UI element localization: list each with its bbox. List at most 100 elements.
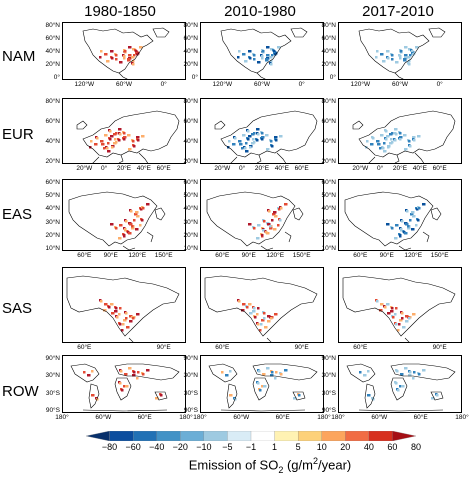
emission-cell [397, 389, 400, 392]
emission-cell [266, 367, 270, 370]
emission-cell [257, 323, 260, 326]
lat-tick-label: 30°S [45, 389, 60, 397]
emission-cell [266, 232, 270, 235]
emission-cell [391, 58, 394, 61]
lon-tick-label: 0° [298, 81, 305, 88]
coastline [368, 152, 425, 163]
emission-cell [271, 371, 274, 374]
emission-cell [221, 371, 224, 374]
coastline [428, 27, 446, 38]
map-panel-sas-2 [200, 267, 324, 343]
emission-cell [395, 133, 398, 136]
emission-cell [379, 309, 383, 312]
lon-tick-label: 60°E [215, 252, 230, 259]
emission-cell [110, 303, 114, 306]
emission-cell [380, 134, 384, 137]
emission-cell [280, 373, 283, 376]
colorbar-segment [392, 431, 416, 441]
emission-cell [259, 389, 262, 392]
emission-cell [139, 224, 142, 227]
emission-cell [270, 317, 273, 320]
emission-cell [399, 132, 402, 135]
map-panel-eas-1 [62, 179, 186, 251]
emission-cell [261, 385, 265, 388]
emission-cell [115, 307, 118, 310]
emission-cell [146, 203, 150, 206]
emission-cell [241, 147, 244, 150]
colorbar-tick: −60 [125, 442, 141, 452]
emission-cell [265, 134, 269, 137]
emission-cell [234, 398, 237, 401]
lat-tick-label: 10°N [183, 245, 198, 252]
emission-cell [261, 132, 264, 135]
emission-cell [94, 143, 98, 146]
coastline [154, 207, 166, 221]
coastline [430, 207, 442, 221]
coastline [398, 245, 412, 250]
emission-cell [407, 225, 410, 228]
emission-cell [133, 54, 136, 57]
colorbar-tick: 1 [272, 442, 278, 452]
emission-cell [411, 211, 415, 214]
map-panel-eas-2 [200, 179, 324, 251]
emission-cell [273, 228, 277, 231]
coastline [422, 231, 430, 243]
emission-cell [229, 370, 232, 373]
lon-tick-label: 90°E [156, 344, 171, 351]
emission-cell [119, 323, 122, 326]
emission-cell [123, 138, 126, 141]
lon-tick-label: 120°E [266, 252, 285, 259]
coastline [260, 245, 274, 250]
emission-cell [119, 133, 122, 136]
lat-tick-label: 10°N [45, 245, 60, 252]
colorbar-segment [86, 431, 110, 441]
colorbar-segment [227, 431, 252, 441]
emission-cell [261, 138, 264, 141]
lat-tick-label: 90°S [45, 407, 60, 414]
lat-tick-label: 60°N [45, 179, 60, 186]
lat-tick-label: 80°N [45, 22, 60, 29]
coastline [220, 28, 292, 74]
coastline [82, 409, 168, 412]
coastline [342, 275, 456, 337]
lon-tick-label: 40°E [274, 165, 289, 172]
emission-cell [394, 128, 398, 131]
emission-cell [118, 139, 121, 142]
emission-cell [389, 133, 393, 136]
emission-cell [91, 370, 94, 373]
coastline [344, 191, 434, 247]
emission-cell [96, 137, 99, 140]
lon-tick-label: 150°E [292, 252, 311, 259]
coastline [364, 383, 376, 409]
emission-cell [124, 373, 128, 376]
colorbar [86, 431, 416, 441]
emission-cell [279, 135, 283, 138]
emission-cell [263, 385, 267, 388]
emission-cell [390, 138, 393, 141]
lat-tick-label: 30°N [183, 218, 198, 226]
emission-cell [391, 54, 394, 57]
emission-cell [412, 215, 416, 218]
emission-cell [128, 54, 132, 57]
row-label-eas: EAS [2, 206, 33, 223]
lon-tick-label: 40°E [136, 165, 151, 172]
map-svg [220, 27, 308, 79]
emission-cell [129, 315, 133, 318]
row-label-eur: EUR [2, 126, 34, 143]
emission-cell [386, 135, 390, 138]
emission-cell [401, 317, 404, 320]
emission-cell [90, 140, 93, 143]
emission-cell [382, 60, 386, 63]
emission-cell [132, 63, 135, 66]
emission-cell [399, 138, 402, 141]
emission-cell [268, 210, 271, 213]
emission-cell [271, 54, 274, 57]
emission-cell [100, 50, 103, 53]
map-panel-eur-2 [200, 98, 324, 164]
emission-cell [242, 303, 246, 306]
colorbar-title-mid: (g/m [283, 457, 313, 473]
emission-cell [269, 56, 273, 59]
emission-cell [405, 223, 409, 226]
lat-tick-label: 30°N [45, 372, 60, 380]
emission-cell [399, 319, 403, 322]
